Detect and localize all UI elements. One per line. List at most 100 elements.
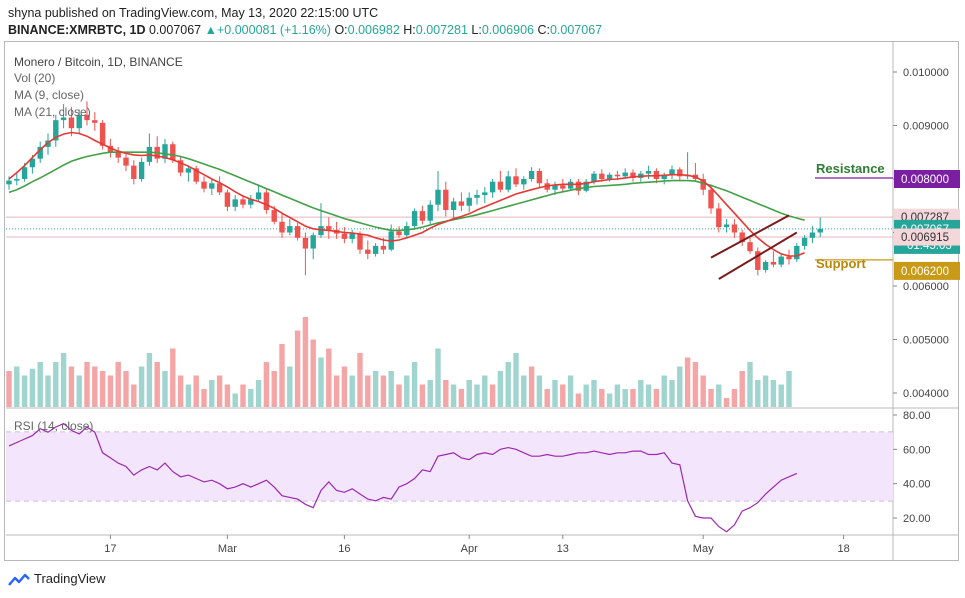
volume-bar [84,362,90,407]
candle-body [115,152,121,158]
volume-bar [583,384,589,407]
time-tick-label: May [693,543,714,555]
volume-bar [762,375,769,407]
volume-bar [645,384,652,407]
candle-body [53,120,59,141]
candle-body [138,161,145,179]
change-value: +0.000081 (+1.16%) [216,23,331,37]
candle-body [489,181,496,193]
volume-bar [99,371,106,407]
candle-body [302,237,309,249]
channel-lower-trendline [718,231,798,280]
candle-body [68,117,75,129]
volume-bar [170,348,176,407]
candle-body [349,233,355,239]
price-tick-label: 0.004000 [903,388,949,400]
volume-bar [271,371,277,407]
volume-bar [45,375,51,407]
candle-body [21,167,28,179]
volume-bar [216,375,223,407]
volume-bar [786,371,792,407]
volume-bar [162,371,168,407]
candle-body [723,224,730,228]
volume-bar [552,380,558,407]
volume-bar [76,375,82,407]
high-value: 0.007281 [415,23,468,37]
candle-body [599,173,605,179]
candle-body [45,140,51,147]
resistance-price-box [894,170,960,188]
volume-bar [6,371,12,407]
legend-title[interactable]: Monero / Bitcoin, 1D, BINANCE [14,55,183,69]
candle-body [263,192,270,211]
time-tick-label: 16 [338,543,350,555]
volume-bar [318,357,324,407]
candle-body [310,235,316,249]
candle-body [466,197,472,206]
candle-body [591,173,597,182]
candle-body [92,120,98,123]
volume-bar [372,371,379,407]
candle-body [318,226,324,236]
candle-body [497,181,504,190]
volume-bar [614,384,621,407]
candle-body [794,245,800,260]
candle-body [809,232,816,238]
support-label: Support [816,256,866,271]
price-tick-label: 0.010000 [903,67,949,79]
ohlc-line: BINANCE:XMRBTC, 1D 0.007067 ▲+0.000081 (… [8,23,602,37]
volume-bar [68,366,75,407]
volume-bar [224,384,231,407]
candle-body [435,189,441,205]
volume-bar [419,384,426,407]
candle-body [622,172,628,177]
candle-body [287,226,293,233]
candle-body [37,146,43,159]
legend-vol[interactable]: Vol (20) [14,71,55,85]
candle-body [177,160,184,173]
volume-bar [326,348,332,407]
price-tick-label: 0.006000 [903,281,949,293]
legend-ma21[interactable]: MA (21, close) [14,105,91,119]
rsi-tick-label: 80.00 [903,410,931,422]
volume-bar [294,330,301,407]
overlays: 0.0080000.0072870.00706701:45:030.006915… [710,170,960,280]
candles [6,101,823,276]
candle-body [700,179,706,190]
volume-bar [661,375,667,407]
candle-body [357,233,363,250]
rsi-line [8,422,798,533]
candle-body [372,245,379,254]
candle-body [762,261,769,270]
candle-body [427,204,433,221]
volume-bar [14,366,20,407]
volume-bar [201,389,207,407]
l-label: L: [471,23,482,37]
legend-ma9[interactable]: MA (9, close) [14,88,84,102]
candle-body [216,183,223,193]
symbol[interactable]: BINANCE:XMRBTC, 1D [8,23,146,37]
volume-bar [53,362,59,407]
candle-body [739,232,745,243]
volume-bar [513,353,519,407]
volume-bar [248,389,254,407]
volume-bar [521,375,527,407]
rsi-tick-label: 40.00 [903,479,931,491]
volume-bar [396,384,402,407]
time-tick-label: 17 [104,543,116,555]
volume-bar [489,384,496,407]
volume-bar [404,375,410,407]
volume-bar [177,375,184,407]
legend-rsi[interactable]: RSI (14, close) [14,419,93,433]
indicator-lines [8,131,805,533]
volume-bar [560,384,566,407]
c-label: C: [537,23,550,37]
volume-bar [684,357,691,407]
volume-bar [482,375,488,407]
tradingview-logo[interactable]: TradingView [8,571,106,587]
volume-bar [755,380,761,407]
candle-body [396,231,402,236]
volume-bar [716,384,722,407]
low-price-box [894,228,960,246]
